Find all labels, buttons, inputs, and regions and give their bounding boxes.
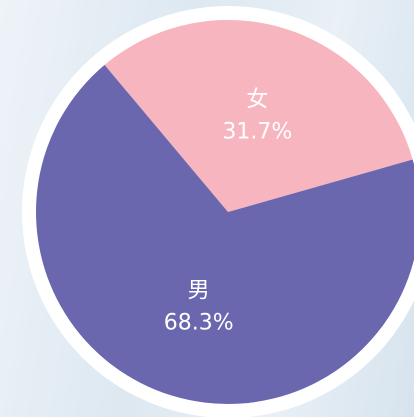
pie-slice	[36, 64, 414, 404]
slice-name: 女	[246, 87, 268, 112]
slice-percent: 68.3%	[164, 311, 234, 336]
slice-name: 男	[188, 279, 210, 304]
pie-slice	[104, 20, 413, 213]
slice-percent: 31.7%	[222, 119, 292, 144]
